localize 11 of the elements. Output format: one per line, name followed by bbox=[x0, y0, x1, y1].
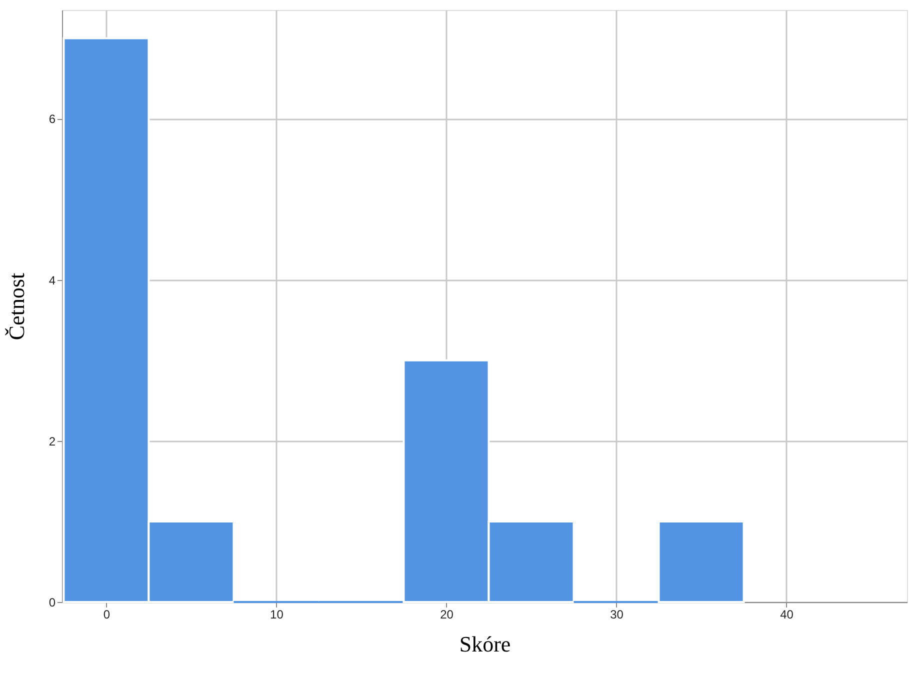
y-tick-label: 4 bbox=[48, 273, 56, 288]
x-tick-label: 40 bbox=[780, 608, 794, 622]
y-axis-title: Četnost bbox=[4, 272, 29, 340]
x-axis-title: Skóre bbox=[459, 632, 511, 656]
x-tick-label: 30 bbox=[610, 608, 624, 622]
x-tick-label: 0 bbox=[103, 608, 110, 622]
x-tick-label: 20 bbox=[440, 608, 454, 622]
x-tick-label: 10 bbox=[270, 608, 284, 622]
y-tick-label: 0 bbox=[48, 596, 56, 610]
y-tick-label: 6 bbox=[48, 112, 56, 126]
y-tick-label: 2 bbox=[48, 434, 56, 448]
